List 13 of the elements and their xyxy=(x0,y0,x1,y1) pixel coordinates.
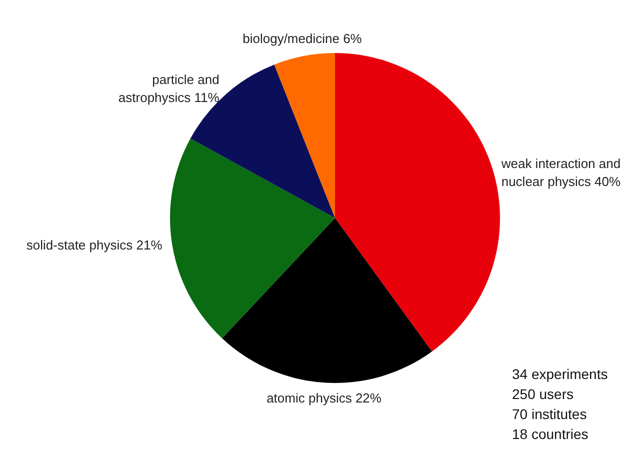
text: 34 experiments xyxy=(512,366,608,382)
text: 70 institutes xyxy=(512,406,587,422)
text: 250 users xyxy=(512,386,574,402)
pie-slice xyxy=(274,53,335,218)
pie-slice xyxy=(222,218,432,383)
slice-label: particle and astrophysics 11% xyxy=(118,72,220,105)
slice-label: weak interaction and nuclear physics 40% xyxy=(500,156,622,189)
pie-slice xyxy=(170,138,335,338)
pie-slice xyxy=(335,53,500,352)
slice-label: solid-state physics 21% xyxy=(26,237,163,252)
text: 18 countries xyxy=(512,426,588,442)
slice-label: atomic physics 22% xyxy=(266,390,382,406)
slice-label: biology/medicine 6% xyxy=(242,31,362,46)
